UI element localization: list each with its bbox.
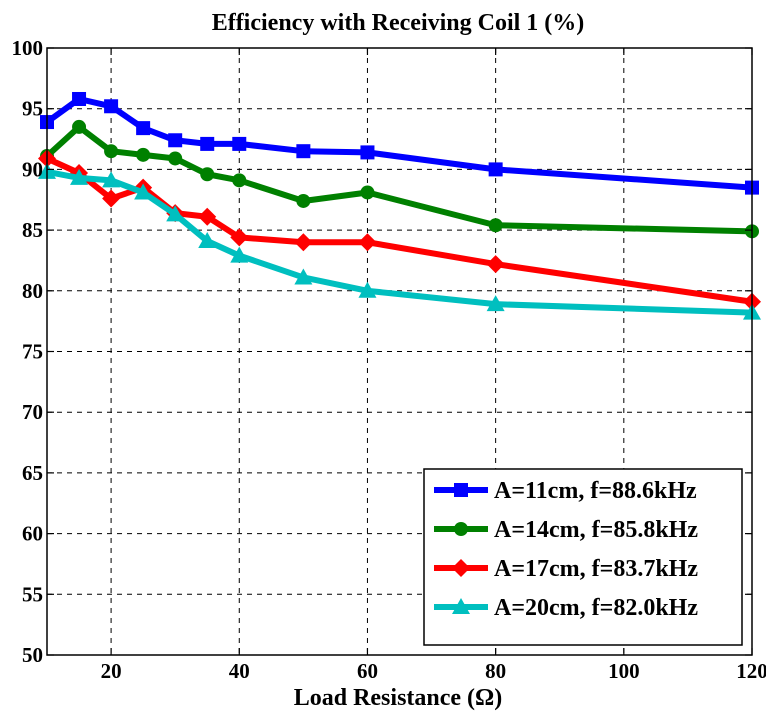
legend-marker <box>454 483 468 497</box>
data-point <box>200 136 215 151</box>
legend-label: A=17cm, f=83.7kHz <box>494 556 698 582</box>
legend-label: A=20cm, f=82.0kHz <box>494 595 698 621</box>
legend-item: A=20cm, f=82.0kHz <box>434 595 698 621</box>
y-tick-label: 75 <box>22 340 43 364</box>
data-point <box>70 168 89 185</box>
y-tick-label: 50 <box>22 643 43 667</box>
legend: A=11cm, f=88.6kHz A=14cm, f=85.8kHz A=17cm… <box>423 468 743 646</box>
x-tick-label: 20 <box>101 659 122 683</box>
data-point <box>296 144 311 159</box>
legend-label: A=14cm, f=85.8kHz <box>494 517 698 543</box>
data-point <box>168 151 183 166</box>
data-point <box>72 91 87 106</box>
data-point <box>136 147 151 162</box>
series-1 <box>40 91 759 195</box>
data-point <box>198 207 217 226</box>
x-tick-label: 100 <box>608 659 640 683</box>
data-point <box>134 183 153 200</box>
x-tick-label: 40 <box>229 659 250 683</box>
legend-marker <box>454 522 468 536</box>
x-tick-label: 80 <box>485 659 506 683</box>
data-point <box>360 185 375 200</box>
series-4 <box>38 162 761 320</box>
data-point <box>360 145 375 160</box>
series-line <box>45 95 753 191</box>
legend-box <box>423 468 743 646</box>
data-point <box>198 232 217 249</box>
data-point <box>136 121 151 136</box>
y-tick-label: 55 <box>22 582 43 606</box>
data-point <box>232 136 247 151</box>
data-point <box>104 99 119 114</box>
legend-marker <box>452 598 470 614</box>
axis-ticks: 20 40 60 80 100 120 50 55 60 65 70 75 80 85 90 95 100 <box>12 36 766 683</box>
chart-title: Efficiency with Receiving Coil 1 (%) <box>212 10 585 36</box>
x-tick-label: 60 <box>357 659 378 683</box>
data-point <box>488 218 503 233</box>
data-point <box>200 167 215 182</box>
legend-item: A=11cm, f=88.6kHz <box>434 478 697 504</box>
data-point <box>102 189 121 208</box>
y-tick-label: 85 <box>22 218 43 242</box>
y-tick-label: 70 <box>22 400 43 424</box>
y-tick-label: 95 <box>22 97 43 121</box>
x-tick-label: 120 <box>736 659 766 683</box>
data-point <box>72 119 87 134</box>
data-point <box>104 144 119 159</box>
data-point <box>230 246 249 263</box>
data-point <box>168 133 183 148</box>
y-tick-label: 100 <box>12 36 44 60</box>
data-point <box>486 295 505 312</box>
legend-item: A=17cm, f=83.7kHz <box>434 556 698 582</box>
x-axis-label: Load Resistance (Ω) <box>294 685 503 711</box>
legend-marker <box>452 559 470 577</box>
data-point <box>358 233 377 252</box>
data-point <box>294 233 313 252</box>
data-point <box>294 268 313 285</box>
series-layer <box>38 91 761 320</box>
data-point <box>296 193 311 208</box>
data-point <box>488 162 503 177</box>
data-point <box>232 173 247 188</box>
data-point <box>230 228 249 247</box>
data-point <box>358 281 377 298</box>
data-point <box>102 171 121 188</box>
legend-label: A=11cm, f=88.6kHz <box>494 478 697 504</box>
y-tick-label: 80 <box>22 279 43 303</box>
legend-item: A=14cm, f=85.8kHz <box>434 517 698 543</box>
y-tick-label: 65 <box>22 461 43 485</box>
y-tick-label: 90 <box>22 157 43 181</box>
data-point <box>486 255 505 274</box>
data-point <box>166 205 185 222</box>
y-tick-label: 60 <box>22 522 43 546</box>
